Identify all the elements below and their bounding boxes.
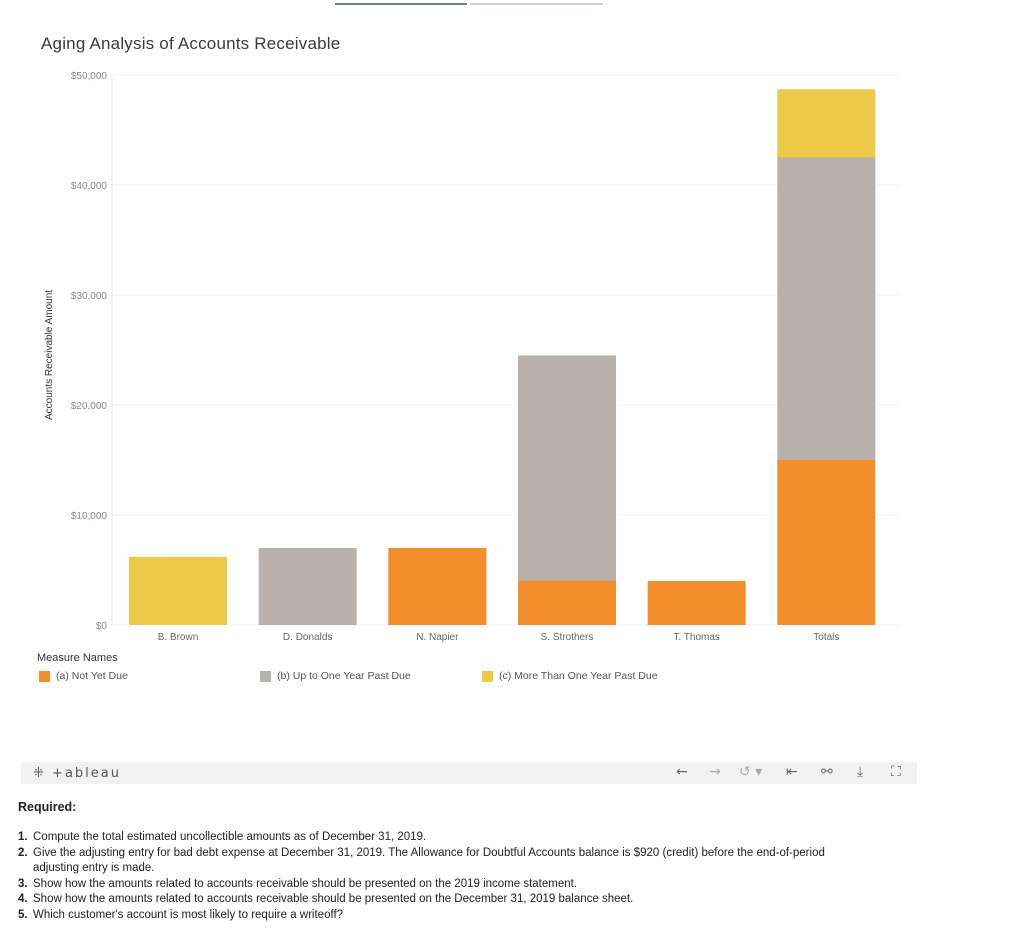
question-number: 2. — [18, 846, 28, 859]
bar-segment — [258, 548, 357, 625]
question-number: 1. — [18, 831, 28, 843]
question-item: 2. Give the adjusting entry for bad debt… — [18, 846, 1008, 877]
question-text: Compute the total estimated uncollectibl… — [33, 831, 427, 843]
x-tick-label: T. Thomas — [673, 632, 720, 643]
question-text: Which customer's account is most likely … — [33, 908, 344, 921]
bar-segment — [518, 355, 616, 581]
tab-active[interactable] — [335, 3, 467, 5]
redo-icon[interactable]: → — [709, 764, 721, 780]
fullscreen-icon[interactable]: ⛶ — [891, 764, 901, 780]
x-tick-label: S. Strothers — [541, 632, 594, 643]
share-icon[interactable]: ⚯ — [821, 764, 833, 780]
required-heading: Required: — [18, 800, 77, 814]
reset-icon[interactable]: ⇤ — [786, 764, 798, 780]
y-tick-label: $30,000 — [71, 291, 108, 302]
x-tick-label: N. Napier — [416, 632, 459, 643]
legend-swatch — [482, 670, 493, 682]
bar-segment — [777, 460, 876, 625]
y-tick-label: $20,000 — [71, 401, 108, 412]
legend-label: (a) Not Yet Due — [56, 670, 128, 682]
undo-icon[interactable]: ← — [676, 764, 688, 780]
question-item: 4. Show how the amounts related to accou… — [18, 892, 1008, 908]
tableau-logo[interactable]: ⁜ +ableau — [33, 766, 121, 781]
y-tick-label: $0 — [96, 621, 108, 632]
revert-icon[interactable]: ↺ ▾ — [739, 764, 763, 780]
x-tick-label: Totals — [813, 632, 839, 643]
bar-segment — [777, 157, 876, 460]
y-tick-label: $10,000 — [71, 511, 108, 522]
y-axis-title: Accounts Receivable Amount — [44, 290, 55, 420]
legend-item-more-than-one-year[interactable]: (c) More Than One Year Past Due — [482, 670, 658, 682]
question-number: 4. — [18, 893, 28, 905]
x-tick-label: B. Brown — [158, 632, 199, 643]
bar-segment — [777, 89, 876, 158]
legend-label: (c) More Than One Year Past Due — [499, 670, 658, 682]
aging-bar-chart: $0 $10,000 $20,000 $30,000 $40,000 $50,000 Acc… — [44, 71, 900, 643]
legend-title: Measure Names — [37, 652, 118, 664]
bar-segment — [388, 548, 487, 625]
legend: Measure Names (a) Not Yet Due (b) Up to … — [37, 652, 997, 692]
legend-swatch — [39, 670, 50, 682]
question-text: Show how the amounts related to accounts… — [33, 893, 634, 905]
tableau-logo-text: +ableau — [52, 766, 121, 781]
question-text: Give the adjusting entry for bad debt ex… — [33, 846, 825, 875]
question-item: 5. Which customer's account is most like… — [18, 908, 1008, 924]
question-item: 1. Compute the total estimated uncollect… — [18, 830, 1008, 846]
bar-segment — [518, 581, 616, 625]
bar-segment — [647, 581, 746, 625]
bar-segment — [129, 556, 227, 625]
question-text: Show how the amounts related to accounts… — [33, 877, 578, 890]
question-list: 1. Compute the total estimated uncollect… — [18, 830, 1008, 923]
x-tick-label: D. Donalds — [283, 632, 332, 643]
legend-item-up-to-one-year[interactable]: (b) Up to One Year Past Due — [260, 670, 411, 682]
question-number: 5. — [18, 908, 28, 921]
view-tabs — [335, 0, 603, 6]
y-tick-label: $40,000 — [71, 181, 108, 192]
chart-title: Aging Analysis of Accounts Receivable — [41, 34, 341, 53]
question-number: 3. — [18, 877, 28, 890]
question-item: 3. Show how the amounts related to accou… — [18, 877, 1008, 893]
legend-swatch — [260, 670, 271, 682]
legend-item-not-yet-due[interactable]: (a) Not Yet Due — [39, 670, 128, 682]
tab-inactive[interactable] — [470, 3, 603, 5]
legend-label: (b) Up to One Year Past Due — [277, 670, 411, 682]
tableau-toolbar: ⁜ +ableau ← → ↺ ▾ ⇤ ⚯ ⤓ ⛶ — [21, 762, 917, 784]
tableau-logo-icon: ⁜ — [33, 766, 46, 781]
y-tick-label: $50,000 — [71, 71, 108, 82]
download-icon[interactable]: ⤓ — [857, 764, 864, 780]
